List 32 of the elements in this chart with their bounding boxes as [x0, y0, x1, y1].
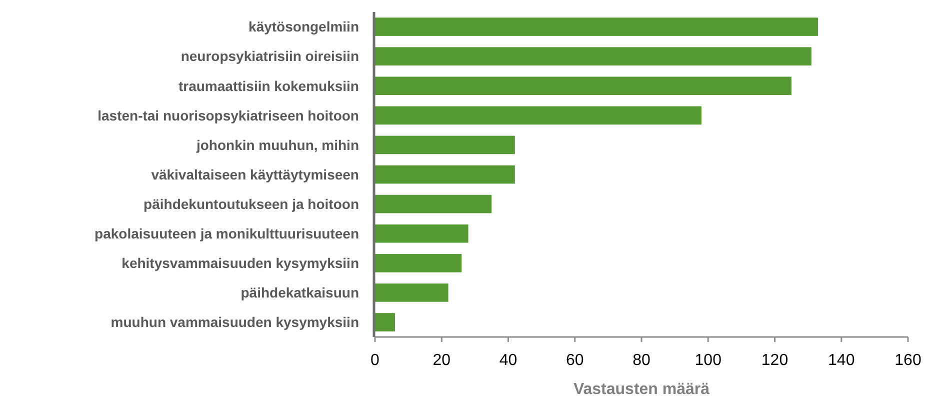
bar	[375, 47, 812, 66]
x-axis-title: Vastausten määrä	[573, 381, 710, 398]
y-tick-label: käytösongelmiin	[248, 18, 359, 35]
x-tick-label: 140	[828, 352, 855, 369]
bar	[375, 224, 468, 243]
y-tick-label: muuhun vammaisuuden kysymyksiin	[110, 314, 359, 330]
y-tick-label: pakolaisuuteen ja monikulttuurisuuteen	[94, 225, 359, 242]
y-tick-label: neuropsykiatrisiin oireisiin	[180, 48, 359, 64]
x-tick-label: 160	[894, 352, 922, 369]
x-tick-label: 120	[761, 352, 788, 369]
bar	[375, 165, 515, 184]
bar	[375, 76, 792, 96]
bar	[375, 136, 515, 154]
x-tick-label: 20	[432, 352, 451, 369]
bar	[375, 313, 395, 332]
bar	[375, 106, 702, 125]
bar	[375, 194, 492, 214]
y-tick-label: päihdekatkaisuun	[240, 284, 359, 301]
y-tick-label: johonkin muuhun, mihin	[195, 136, 359, 153]
bar	[375, 254, 462, 272]
bar	[375, 18, 818, 36]
x-tick-label: 80	[632, 352, 650, 369]
x-tick-label: 0	[370, 352, 380, 369]
y-tick-label: kehitysvammaisuuden kysymyksiin	[122, 255, 359, 272]
y-tick-label: lasten-tai nuorisopsykiatriseen hoitoon	[98, 107, 359, 124]
y-tick-label: traumaattisiin kokemuksiin	[178, 78, 359, 94]
y-tick-label: väkivaltaiseen käyttäytymiseen	[151, 166, 359, 182]
x-tick-label: 60	[566, 352, 584, 369]
x-tick-label: 40	[499, 352, 518, 369]
bar	[375, 284, 448, 302]
x-tick-label: 100	[694, 352, 722, 369]
y-tick-label: päihdekuntoutukseen ja hoitoon	[144, 196, 359, 212]
